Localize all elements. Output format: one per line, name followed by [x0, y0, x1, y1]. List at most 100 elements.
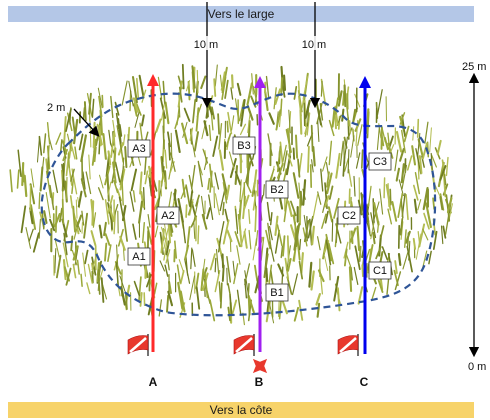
- seagrass-blade: [322, 156, 328, 172]
- seagrass-blade: [349, 227, 357, 243]
- seagrass-blade: [45, 170, 52, 198]
- seagrass-blade: [224, 79, 229, 99]
- seagrass-blade: [195, 286, 201, 310]
- seagrass-blade: [214, 193, 220, 216]
- seagrass-blade: [16, 169, 20, 189]
- seagrass-blade: [65, 176, 68, 200]
- seagrass-blade: [335, 217, 339, 244]
- seagrass-blade: [131, 75, 138, 104]
- seagrass-blade: [315, 293, 321, 306]
- seagrass-blade: [324, 210, 329, 224]
- seagrass-blade: [65, 108, 72, 133]
- seagrass-blade: [352, 108, 357, 123]
- seagrass-blade: [331, 219, 334, 242]
- seagrass-blade: [217, 238, 222, 253]
- seagrass-blade: [319, 102, 324, 121]
- seagrass-blade: [167, 290, 174, 307]
- station-c3-box: [368, 152, 392, 171]
- seagrass-blade: [97, 187, 104, 201]
- seagrass-blade: [176, 106, 180, 126]
- seagrass-blade: [121, 80, 128, 106]
- seagrass-blade: [110, 95, 114, 119]
- seagrass-blade: [133, 280, 141, 297]
- seagrass-blade: [413, 198, 418, 214]
- seagrass-blade: [176, 264, 181, 284]
- seagrass-blade: [43, 210, 48, 224]
- seagrass-blade: [418, 155, 423, 175]
- seagrass-blade: [367, 185, 372, 207]
- seagrass-blade: [425, 202, 432, 229]
- seagrass-blade: [446, 197, 453, 214]
- seagrass-blade: [387, 142, 394, 159]
- seagrass-blade: [206, 207, 211, 220]
- seagrass-blade: [114, 161, 121, 183]
- seagrass-blade: [214, 64, 218, 87]
- seagrass-blade: [290, 200, 297, 217]
- station-a3: A3: [132, 143, 145, 155]
- seagrass-blade: [243, 230, 248, 249]
- seagrass-blade: [328, 119, 335, 137]
- seagrass-blade: [358, 245, 362, 263]
- seagrass-blade: [112, 161, 117, 184]
- seagrass-blade: [299, 109, 303, 135]
- seagrass-blade: [414, 171, 421, 195]
- seagrass-blade: [218, 123, 223, 150]
- seagrass-blade: [136, 77, 140, 99]
- seagrass-blade: [164, 264, 169, 277]
- seagrass-blade: [147, 214, 151, 228]
- seagrass-blade: [306, 104, 310, 127]
- seagrass-blade: [117, 117, 122, 144]
- seagrass-blade: [403, 229, 407, 249]
- seagrass-blade: [163, 240, 168, 261]
- seagrass-blade: [193, 131, 199, 152]
- seagrass-blade: [299, 238, 302, 251]
- seagrass-blade: [159, 97, 167, 119]
- transect-a-arrowhead: [147, 74, 159, 86]
- seagrass-blade: [230, 87, 234, 100]
- seagrass-blade: [182, 220, 187, 244]
- seagrass-blade: [311, 159, 314, 173]
- seagrass-blade: [395, 167, 401, 182]
- station-b3-box: [232, 136, 256, 155]
- seagrass-blade: [402, 251, 409, 270]
- seagrass-blade: [349, 120, 351, 134]
- seagrass-blade: [144, 170, 149, 185]
- station-b3: B3: [237, 140, 250, 152]
- seagrass-blade: [247, 283, 250, 299]
- seagrass-blade: [387, 208, 393, 225]
- seagrass-blade: [54, 248, 57, 274]
- gap-label: 2 m: [47, 102, 65, 114]
- seagrass-blade: [303, 99, 307, 128]
- seagrass-blade: [306, 112, 311, 136]
- seagrass-blade: [231, 299, 238, 316]
- seagrass-blade: [203, 120, 209, 137]
- seagrass-blade: [157, 76, 163, 99]
- seagrass-blade: [376, 89, 383, 116]
- cross-marker-icon: [252, 358, 268, 374]
- seagrass-blade: [185, 80, 191, 92]
- seagrass-blade: [100, 277, 105, 303]
- seagrass-blade: [287, 127, 291, 150]
- seagrass-blade: [439, 195, 444, 211]
- seagrass-blade: [283, 74, 287, 91]
- seagrass-blade: [182, 121, 188, 138]
- seagrass-blade: [350, 267, 353, 281]
- seagrass-blade: [229, 293, 233, 315]
- seagrass-blade: [112, 119, 116, 138]
- transect-c-label: C: [360, 375, 369, 389]
- seagrass-blade: [62, 242, 69, 268]
- seagrass-blade: [280, 245, 284, 259]
- seagrass-blade: [406, 155, 413, 171]
- seagrass-blade: [191, 164, 196, 190]
- seagrass-blade: [98, 224, 103, 239]
- seagrass-blade: [146, 226, 153, 245]
- station-a2: A2: [161, 210, 174, 222]
- seagrass-blade: [248, 229, 252, 250]
- seagrass-blade: [187, 201, 194, 216]
- seagrass-blade: [189, 127, 194, 141]
- seagrass-blade: [312, 193, 319, 220]
- seagrass-blade: [311, 225, 315, 246]
- seagrass-blade: [104, 242, 108, 262]
- seagrass-blade: [326, 171, 330, 188]
- seagrass-field: [9, 63, 453, 326]
